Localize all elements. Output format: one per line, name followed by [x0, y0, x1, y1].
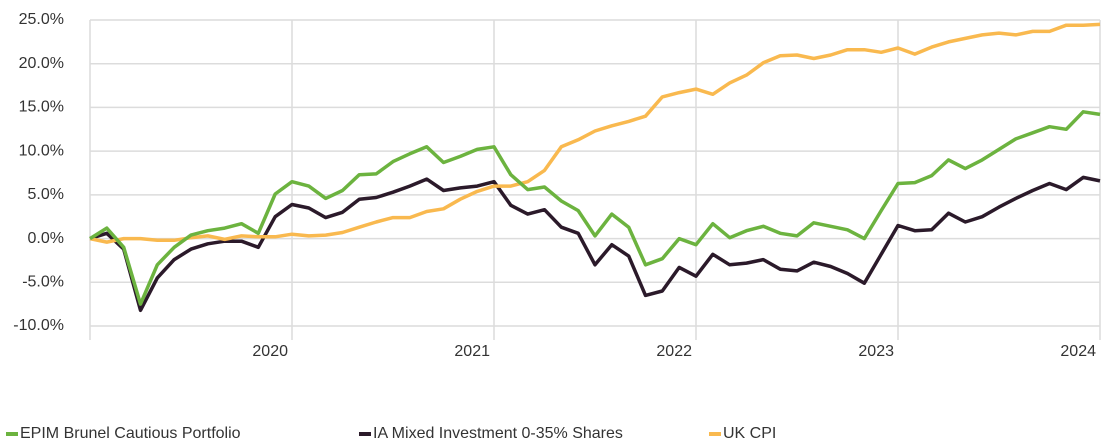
- y-tick-label: 25.0%: [19, 11, 64, 28]
- x-tick-label: 2020: [252, 343, 288, 360]
- x-tick-label: 2022: [656, 343, 692, 360]
- legend-label: IA Mixed Investment 0-35% Shares: [373, 425, 623, 442]
- series-line: [89, 110, 1101, 306]
- y-tick-label: 0.0%: [28, 230, 64, 247]
- y-tick-label: 15.0%: [19, 99, 64, 116]
- legend-label: EPIM Brunel Cautious Portfolio: [20, 425, 241, 442]
- series-line: [89, 22, 1101, 244]
- series-line: [89, 175, 1101, 313]
- x-tick-label: 2024: [1060, 343, 1096, 360]
- legend-label: UK CPI: [723, 425, 776, 442]
- y-tick-label: 5.0%: [28, 186, 64, 203]
- y-tick-label: 20.0%: [19, 55, 64, 72]
- x-tick-label: 2023: [858, 343, 894, 360]
- y-tick-label: -10.0%: [13, 317, 64, 334]
- x-tick-label: 2021: [454, 343, 490, 360]
- y-tick-label: 10.0%: [19, 142, 64, 159]
- y-tick-label: -5.0%: [22, 274, 64, 291]
